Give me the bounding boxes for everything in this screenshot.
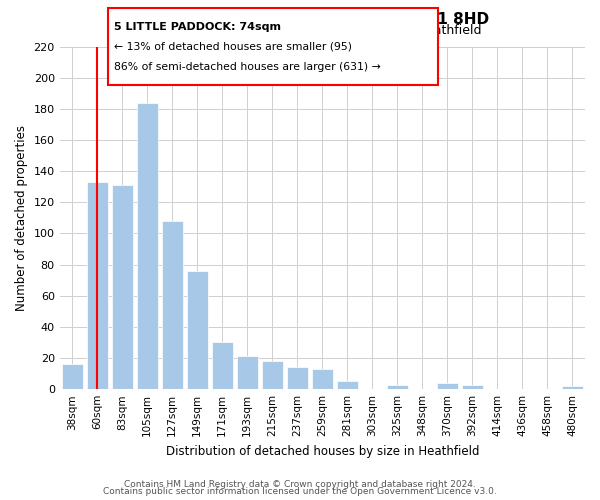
Text: Contains public sector information licensed under the Open Government Licence v3: Contains public sector information licen…: [103, 488, 497, 496]
Y-axis label: Number of detached properties: Number of detached properties: [15, 125, 28, 311]
X-axis label: Distribution of detached houses by size in Heathfield: Distribution of detached houses by size …: [166, 444, 479, 458]
Text: Contains HM Land Registry data © Crown copyright and database right 2024.: Contains HM Land Registry data © Crown c…: [124, 480, 476, 489]
Bar: [437, 383, 458, 389]
Bar: [62, 364, 83, 389]
Bar: [212, 342, 233, 389]
Bar: [112, 185, 133, 389]
Bar: [287, 368, 308, 389]
Text: 86% of semi-detached houses are larger (631) →: 86% of semi-detached houses are larger (…: [114, 62, 381, 72]
Text: 5, LITTLE PADDOCK, HEATHFIELD, TN21 8HD: 5, LITTLE PADDOCK, HEATHFIELD, TN21 8HD: [110, 12, 490, 28]
Bar: [262, 361, 283, 389]
Bar: [137, 102, 158, 389]
Bar: [337, 382, 358, 389]
Bar: [161, 221, 183, 389]
Text: 5 LITTLE PADDOCK: 74sqm: 5 LITTLE PADDOCK: 74sqm: [114, 22, 281, 32]
Text: ← 13% of detached houses are smaller (95): ← 13% of detached houses are smaller (95…: [114, 42, 352, 51]
Bar: [387, 384, 408, 389]
Bar: [312, 369, 333, 389]
Text: Size of property relative to detached houses in Heathfield: Size of property relative to detached ho…: [119, 24, 481, 37]
Bar: [462, 384, 483, 389]
Bar: [86, 182, 108, 389]
Bar: [236, 356, 258, 389]
Bar: [562, 386, 583, 389]
Bar: [187, 271, 208, 389]
